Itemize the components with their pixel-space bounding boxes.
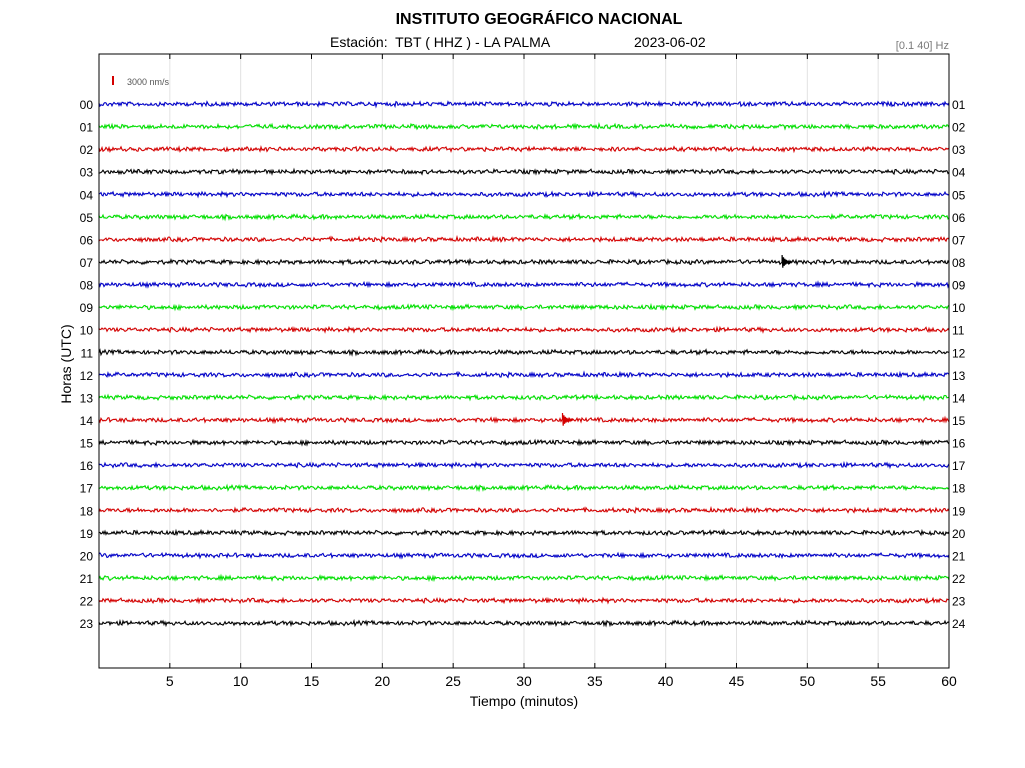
trace-hour-17 xyxy=(98,483,950,493)
scale-bar-label: 3000 nm/s xyxy=(127,77,170,87)
trace-hour-06 xyxy=(98,234,950,244)
hour-label-left: 05 xyxy=(80,211,94,225)
x-axis-label: Tiempo (minutos) xyxy=(469,693,579,709)
hour-label-right: 20 xyxy=(952,527,966,541)
trace-hour-10 xyxy=(98,325,950,334)
trace-hour-23 xyxy=(98,618,950,628)
trace-hour-13 xyxy=(98,393,950,402)
x-tick-label: 10 xyxy=(233,673,249,689)
hour-label-left: 09 xyxy=(80,301,94,315)
hour-label-right: 07 xyxy=(952,233,966,247)
hour-label-left: 01 xyxy=(80,121,94,135)
hour-label-left: 19 xyxy=(80,527,94,541)
hour-label-right: 13 xyxy=(952,369,966,383)
hour-label-left: 14 xyxy=(80,414,94,428)
hour-label-left: 22 xyxy=(80,595,94,609)
trace-hour-07 xyxy=(98,257,950,267)
hour-label-left: 21 xyxy=(80,572,94,586)
trace-hour-14 xyxy=(98,415,950,425)
hour-label-right: 24 xyxy=(952,617,966,631)
hour-label-right: 21 xyxy=(952,549,966,563)
trace-hour-11 xyxy=(98,348,949,357)
hour-label-right: 12 xyxy=(952,346,966,360)
trace-hour-05 xyxy=(98,212,950,222)
trace-hour-18 xyxy=(98,505,950,515)
x-tick-label: 60 xyxy=(941,673,957,689)
hour-label-right: 23 xyxy=(952,595,966,609)
hour-label-right: 08 xyxy=(952,256,966,270)
x-tick-label: 15 xyxy=(304,673,320,689)
hour-label-left: 12 xyxy=(80,369,94,383)
hour-label-right: 02 xyxy=(952,121,966,135)
trace-hour-04 xyxy=(98,190,950,199)
trace-hour-22 xyxy=(98,596,950,605)
trace-hour-00 xyxy=(98,100,950,109)
chart-title: INSTITUTO GEOGRÁFICO NACIONAL xyxy=(395,11,683,28)
x-tick-label: 25 xyxy=(445,673,461,689)
hour-label-right: 01 xyxy=(952,98,966,112)
trace-hour-15 xyxy=(98,438,950,447)
event-burst xyxy=(781,254,794,268)
x-tick-label: 50 xyxy=(800,673,816,689)
hour-label-left: 08 xyxy=(80,279,94,293)
date-label: 2023-06-02 xyxy=(634,34,706,50)
hour-label-left: 10 xyxy=(80,324,94,338)
hour-label-left: 11 xyxy=(81,346,94,360)
hour-label-right: 05 xyxy=(952,188,966,202)
hour-label-right: 15 xyxy=(952,414,966,428)
event-burst xyxy=(561,412,574,426)
hour-label-left: 00 xyxy=(80,98,94,112)
hour-label-left: 04 xyxy=(80,188,94,202)
hour-label-right: 06 xyxy=(952,211,966,225)
hour-label-right: 09 xyxy=(952,279,966,293)
station-label: Estación: TBT ( HHZ ) - LA PALMA xyxy=(330,34,551,50)
hour-label-left: 15 xyxy=(80,437,94,451)
trace-hour-19 xyxy=(98,528,950,537)
x-tick-label: 55 xyxy=(870,673,886,689)
hour-label-right: 17 xyxy=(952,459,966,473)
hour-label-left: 20 xyxy=(80,549,94,563)
hour-label-right: 04 xyxy=(952,166,966,180)
grid-lines xyxy=(99,54,949,668)
trace-hour-16 xyxy=(98,460,950,470)
trace-hour-12 xyxy=(98,370,950,379)
trace-hour-09 xyxy=(98,302,950,312)
trace-hour-01 xyxy=(98,122,950,131)
hour-label-right: 03 xyxy=(952,143,966,157)
trace-hour-20 xyxy=(98,551,950,560)
hour-label-left: 17 xyxy=(80,482,94,496)
trace-hour-02 xyxy=(98,144,950,154)
trace-hour-21 xyxy=(98,573,950,583)
y-axis-label: Horas (UTC) xyxy=(58,324,74,404)
x-tick-label: 5 xyxy=(166,673,174,689)
x-tick-label: 30 xyxy=(516,673,532,689)
hour-label-left: 23 xyxy=(80,617,94,631)
axis-labels: 5 10 15 20 25 30 35 40 45 50 55 60 00 01 01 02 02 03 03 04 0… xyxy=(80,98,966,689)
trace-hour-03 xyxy=(98,167,950,176)
hour-label-left: 16 xyxy=(80,459,94,473)
hour-label-left: 02 xyxy=(80,143,94,157)
hour-label-left: 06 xyxy=(80,233,94,247)
hour-label-right: 18 xyxy=(952,482,966,496)
hour-label-left: 03 xyxy=(80,166,94,180)
x-tick-label: 35 xyxy=(587,673,603,689)
seismic-traces xyxy=(98,100,950,628)
x-tick-label: 45 xyxy=(729,673,745,689)
hour-label-left: 18 xyxy=(80,504,94,518)
hour-label-right: 14 xyxy=(952,391,966,405)
hour-label-left: 07 xyxy=(80,256,94,270)
hour-label-right: 16 xyxy=(952,437,966,451)
x-tick-label: 40 xyxy=(658,673,674,689)
hour-label-left: 13 xyxy=(80,391,94,405)
trace-hour-08 xyxy=(98,280,950,289)
scale-bar-icon xyxy=(112,76,114,85)
x-tick-label: 20 xyxy=(375,673,391,689)
axis-ticks xyxy=(169,54,950,668)
hour-label-right: 10 xyxy=(952,301,966,315)
hour-label-right: 22 xyxy=(952,572,966,586)
filter-band-label: [0.1 40] Hz xyxy=(895,40,949,52)
hour-label-right: 11 xyxy=(952,324,965,338)
hour-label-right: 19 xyxy=(952,504,966,518)
